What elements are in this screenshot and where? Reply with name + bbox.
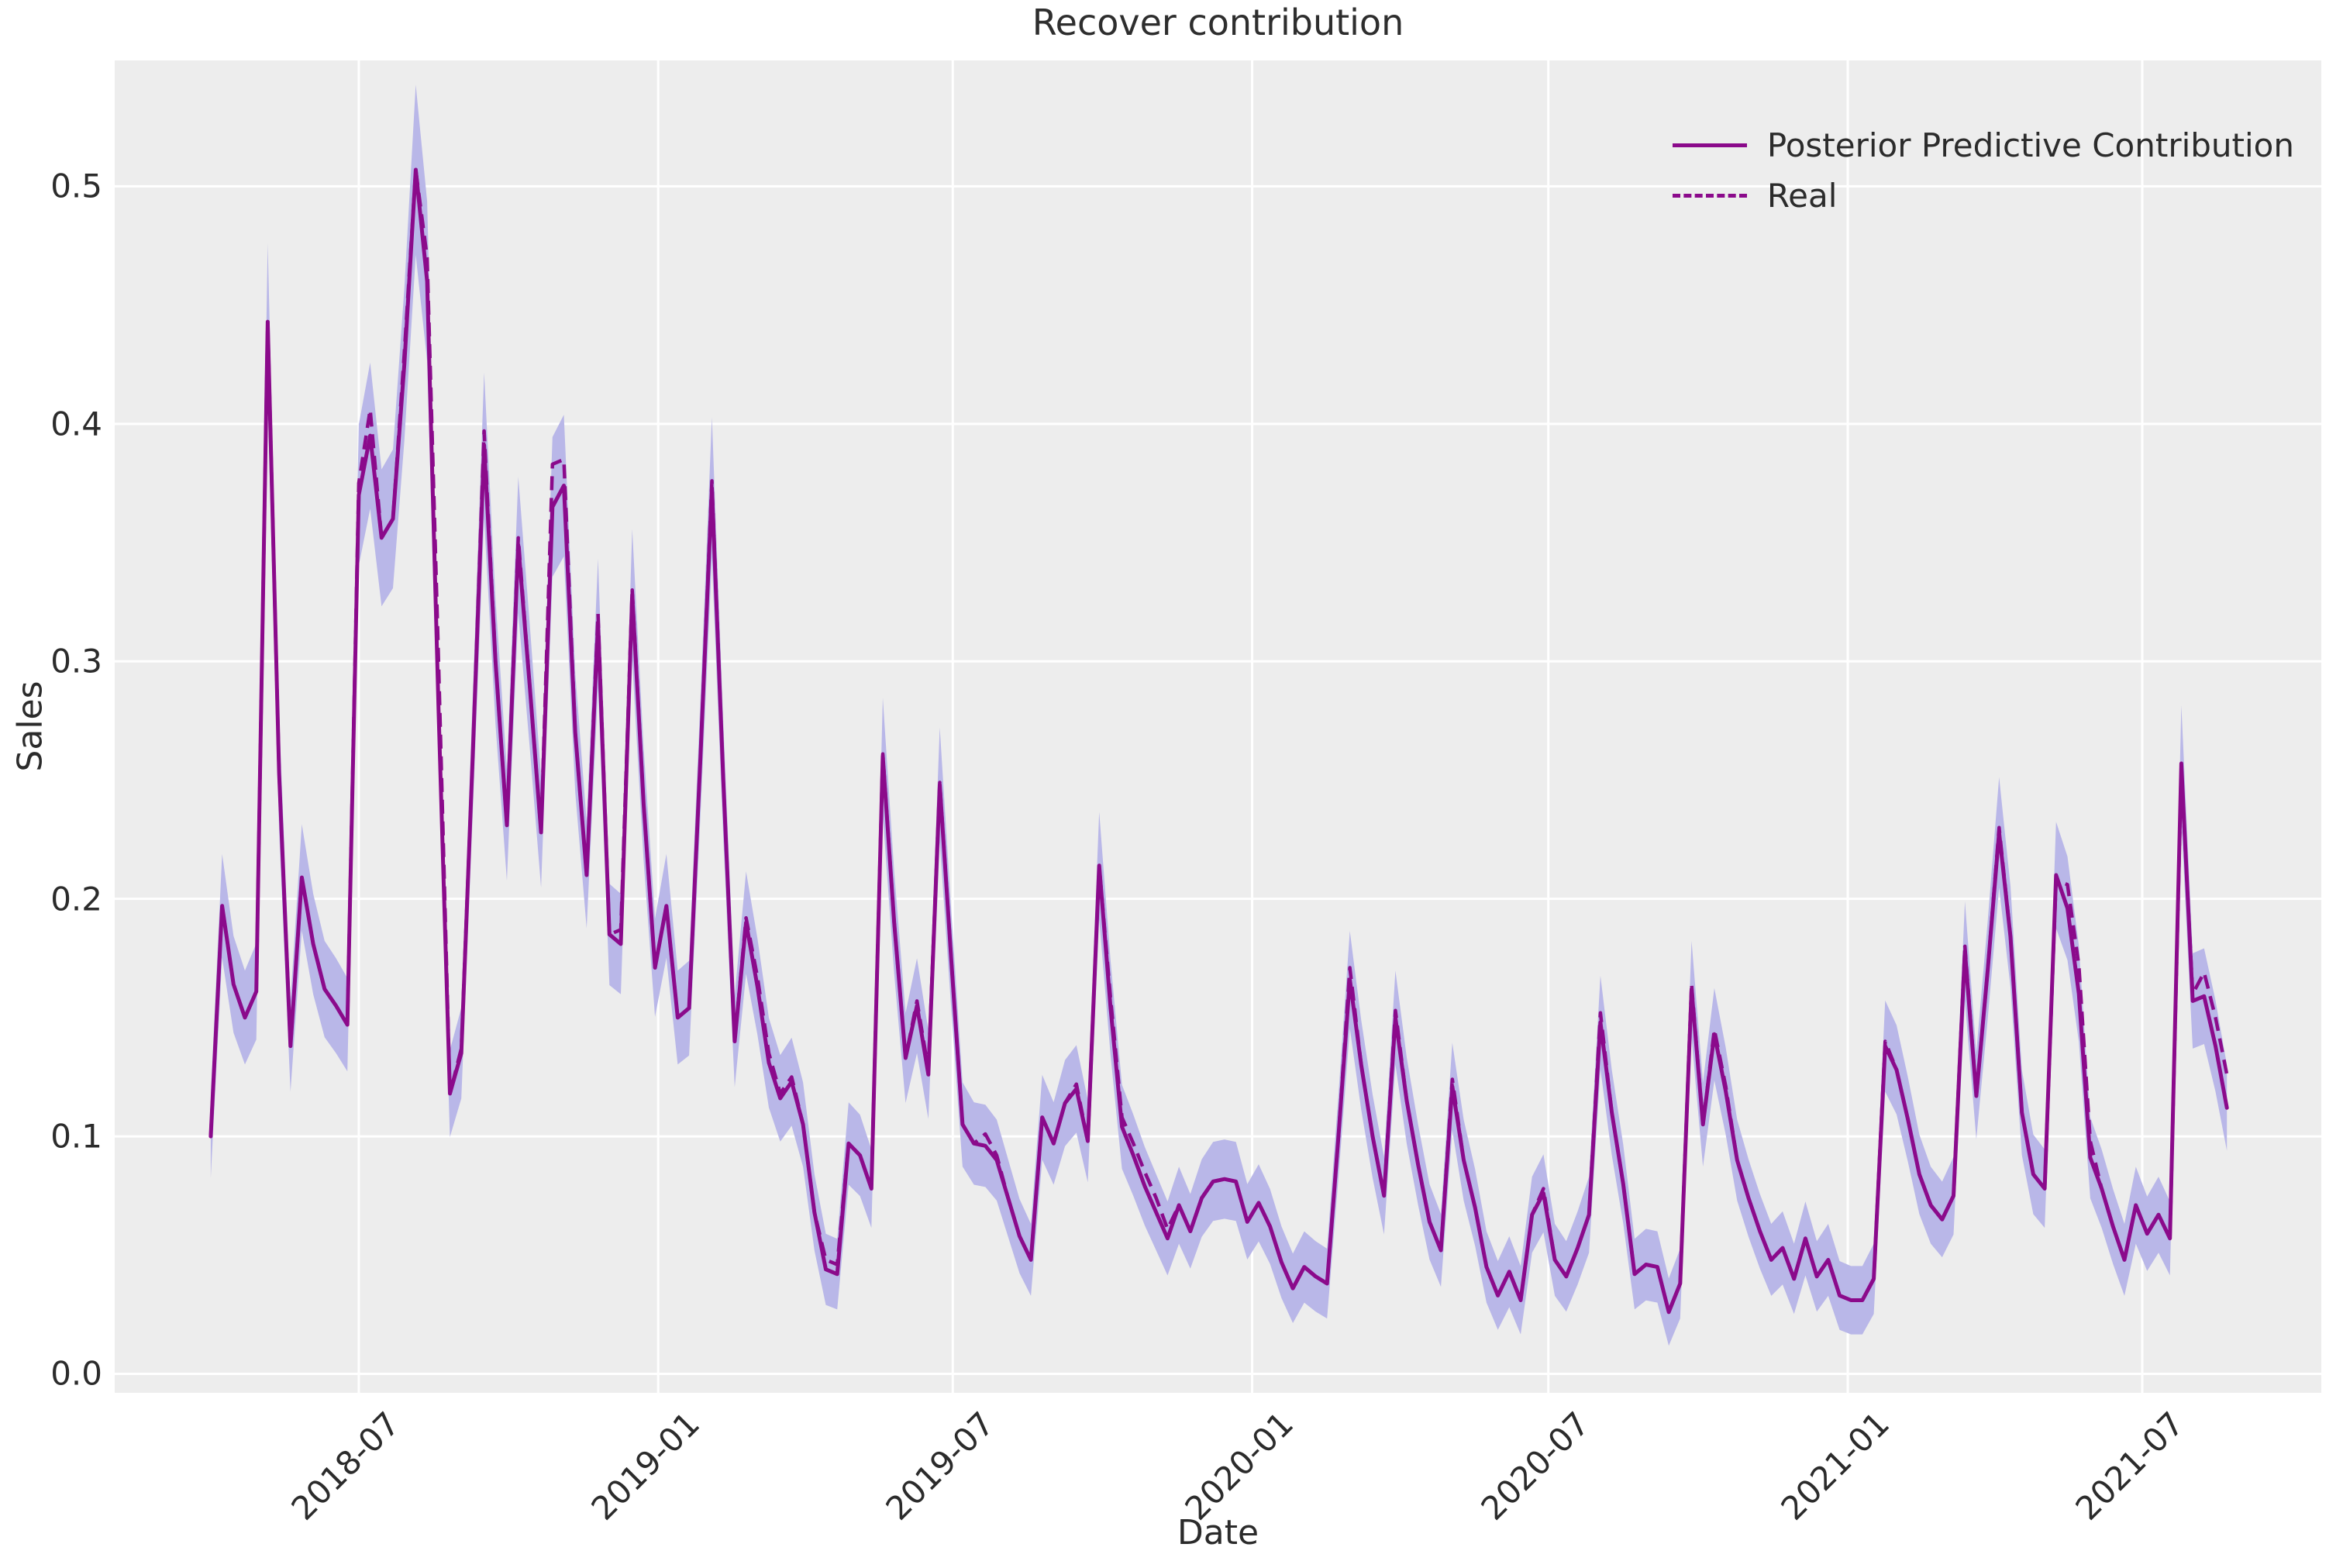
y-tick-label: 0.1 [50,1117,102,1156]
x-tick-label: 2019-07 [878,1404,1001,1528]
y-tick-label: 0.2 [50,880,102,918]
y-axis-label: Sales [10,681,50,772]
chart-title: Recover contribution [1032,2,1404,43]
chart-canvas [115,60,2321,1393]
solid-line-icon [1672,143,1747,147]
x-tick-label: 2019-01 [584,1404,707,1528]
legend-label-posterior: Posterior Predictive Contribution [1766,126,2294,164]
x-tick-label: 2021-01 [1773,1404,1897,1528]
legend: Posterior Predictive Contribution Real [1672,126,2294,215]
real-line [208,167,2229,1315]
y-tick-label: 0.3 [50,642,102,681]
legend-label-real: Real [1766,177,1838,215]
legend-item-real: Real [1672,177,2294,215]
y-tick-label: 0.0 [50,1354,102,1393]
x-axis-label: Date [1177,1513,1259,1552]
legend-item-posterior: Posterior Predictive Contribution [1672,126,2294,164]
plot-area: Posterior Predictive Contribution Real [115,60,2321,1393]
x-tick-label: 2018-07 [284,1404,408,1528]
y-tick-label: 0.5 [50,167,102,205]
x-tick-label: 2021-07 [2067,1404,2191,1528]
x-tick-label: 2020-07 [1473,1404,1597,1528]
dashed-line-icon [1672,194,1747,198]
x-tick-label: 2020-01 [1177,1404,1301,1528]
y-tick-label: 0.4 [50,405,102,443]
